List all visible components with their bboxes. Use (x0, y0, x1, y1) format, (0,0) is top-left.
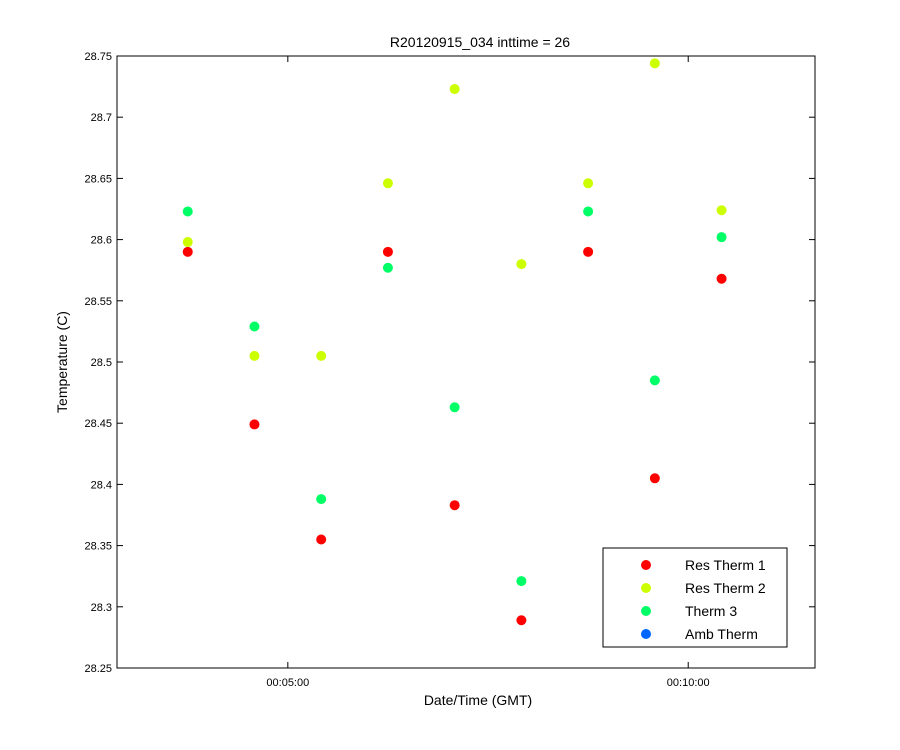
point-series-1 (716, 273, 727, 284)
y-tick-label: 28.45 (84, 418, 112, 430)
point-series-1 (449, 500, 460, 511)
point-series-3 (249, 321, 260, 332)
point-series-1 (649, 473, 660, 484)
point-series-3 (182, 206, 193, 217)
point-series-2 (649, 58, 660, 69)
legend-label: Therm 3 (685, 603, 737, 619)
y-tick-label: 28.3 (91, 602, 112, 614)
point-series-2 (449, 84, 460, 95)
y-tick-label: 28.6 (91, 235, 112, 247)
legend-label: Res Therm 2 (685, 580, 766, 596)
point-series-3 (449, 402, 460, 413)
y-tick-label: 28.5 (91, 357, 112, 369)
point-series-3 (516, 576, 527, 587)
point-series-1 (316, 534, 327, 545)
y-tick-label: 28.4 (91, 479, 112, 491)
point-series-3 (583, 206, 594, 217)
legend: Res Therm 1 Res Therm 2 Therm 3 Amb Therm (602, 547, 788, 648)
point-series-3 (382, 262, 393, 273)
legend-box (602, 547, 788, 648)
y-axis: 28.25 28.3 28.35 28.4 28.45 28.5 28.55 28.6 28.6… (84, 51, 815, 675)
y-tick-label: 28.55 (84, 296, 112, 308)
point-series-3 (649, 375, 660, 386)
y-tick-label: 28.7 (91, 112, 112, 124)
point-series-2 (583, 178, 594, 189)
point-series-2 (716, 205, 727, 216)
legend-marker (641, 606, 651, 616)
legend-marker (641, 560, 651, 570)
data-points (182, 58, 727, 626)
point-series-1 (583, 246, 594, 257)
point-series-2 (382, 178, 393, 189)
point-series-3 (716, 232, 727, 243)
y-tick-label: 28.65 (84, 173, 112, 185)
point-series-1 (182, 246, 193, 257)
chart-title: R20120915_034 inttime = 26 (390, 34, 570, 50)
point-series-2 (316, 350, 327, 361)
point-series-1 (382, 246, 393, 257)
x-axis-label: Date/Time (GMT) (424, 692, 532, 708)
legend-label: Res Therm 1 (685, 557, 766, 573)
y-tick-label: 28.25 (84, 663, 112, 675)
point-series-2 (249, 350, 260, 361)
point-series-3 (316, 494, 327, 505)
legend-label: Amb Therm (685, 626, 758, 642)
x-tick-label: 00:10:00 (667, 677, 710, 689)
y-tick-label: 28.75 (84, 51, 112, 63)
y-tick-label: 28.35 (84, 541, 112, 553)
point-series-2 (182, 237, 193, 248)
legend-marker (641, 629, 651, 639)
point-series-2 (516, 259, 527, 270)
y-axis-label: Temperature (C) (54, 311, 70, 413)
x-axis: 00:05:00 00:10:00 (266, 56, 710, 689)
x-tick-label: 00:05:00 (266, 677, 309, 689)
point-series-1 (249, 419, 260, 430)
point-series-1 (516, 615, 527, 626)
legend-marker (641, 583, 651, 593)
